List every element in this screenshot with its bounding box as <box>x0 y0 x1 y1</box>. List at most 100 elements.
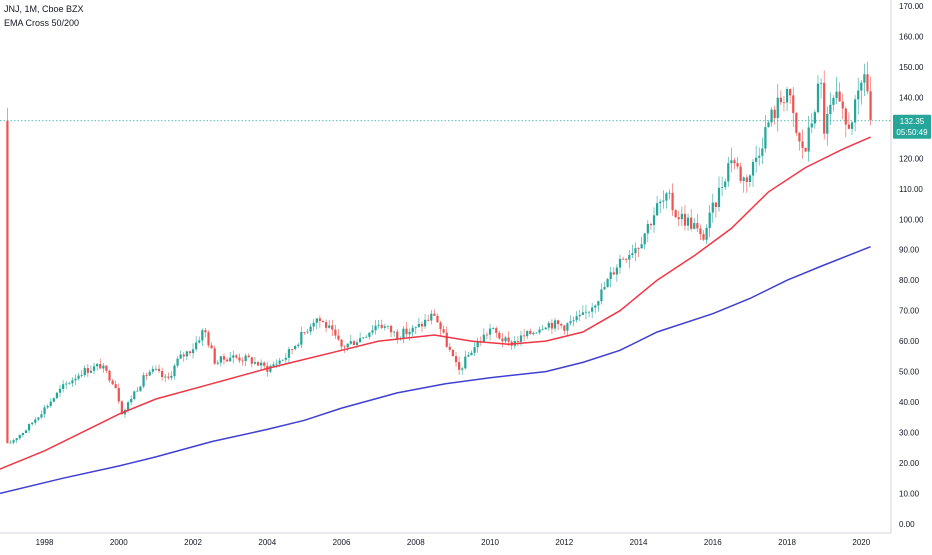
candle <box>714 201 718 218</box>
price-tick-label: 30.00 <box>899 428 920 437</box>
candle <box>55 392 59 400</box>
candle <box>501 332 504 348</box>
price-tick-label: 10.00 <box>899 489 920 498</box>
candle <box>621 256 625 260</box>
candle <box>89 365 93 374</box>
time-tick-label: 2012 <box>555 538 573 547</box>
candle <box>58 385 62 397</box>
candle <box>754 145 758 173</box>
candle <box>315 318 318 330</box>
candle <box>594 304 597 314</box>
candle <box>603 281 606 290</box>
candle <box>637 247 640 258</box>
candle <box>789 88 792 105</box>
candle <box>111 379 114 386</box>
candle <box>461 367 464 375</box>
candle <box>547 321 550 331</box>
symbol-legend[interactable]: JNJ, 1M, Cboe BZX <box>4 4 84 14</box>
candle <box>801 129 804 159</box>
candle <box>188 350 192 356</box>
candle <box>457 356 461 375</box>
candle <box>646 220 649 243</box>
price-tag-box <box>893 114 931 139</box>
candle <box>108 369 111 383</box>
candle <box>498 330 501 340</box>
candle <box>606 278 609 288</box>
indicator-legend[interactable]: EMA Cross 50/200 <box>4 18 80 28</box>
candle <box>80 370 83 378</box>
candle <box>643 232 646 250</box>
candle <box>120 399 124 415</box>
candle <box>207 330 210 348</box>
price-tick-label: 20.00 <box>899 459 920 468</box>
candle <box>442 325 445 334</box>
candle <box>535 332 538 334</box>
candle <box>281 359 284 362</box>
candle <box>405 322 408 338</box>
candle <box>219 356 223 367</box>
candle <box>179 350 182 359</box>
candle <box>591 302 594 319</box>
time-tick-label: 1998 <box>36 538 54 547</box>
candle <box>297 342 300 348</box>
candle <box>40 410 43 419</box>
candle <box>798 131 801 151</box>
candle <box>408 328 411 341</box>
candle <box>860 80 863 105</box>
candle <box>170 371 173 381</box>
candle <box>358 332 362 343</box>
candle <box>779 90 782 106</box>
candle <box>693 217 696 230</box>
candle <box>420 321 424 333</box>
candle <box>9 439 12 444</box>
candle <box>711 193 714 223</box>
candle <box>334 324 337 339</box>
candle <box>597 300 600 312</box>
candle <box>49 398 52 408</box>
candle <box>222 353 226 365</box>
candle <box>823 70 826 140</box>
price-axis-labels: 0.00 10.00 20.00 30.00 40.00 50.00 60.00 70.00 8… <box>899 2 924 529</box>
candle <box>83 365 86 378</box>
candle <box>727 156 730 187</box>
candle <box>173 363 176 380</box>
price-tick-label: 140.00 <box>899 93 924 102</box>
candle <box>686 213 690 232</box>
candle <box>430 309 433 325</box>
candle <box>841 93 844 119</box>
candle <box>436 313 439 323</box>
candle <box>303 332 306 335</box>
time-axis-labels: 1998 2000 2002 2004 2006 2008 2010 2012 2014 2016… <box>36 538 871 547</box>
price-tick-label: 120.00 <box>899 154 924 163</box>
candle <box>65 381 68 389</box>
candle <box>439 321 442 336</box>
candle <box>665 191 668 209</box>
time-tick-label: 2014 <box>630 538 648 547</box>
candle <box>618 254 622 274</box>
candle <box>31 422 34 426</box>
candle <box>699 224 702 240</box>
candle <box>328 319 331 329</box>
candle <box>541 324 544 331</box>
candle <box>318 315 322 328</box>
candle <box>386 325 390 330</box>
candle <box>71 377 74 387</box>
candle <box>566 322 569 336</box>
candle <box>86 364 89 378</box>
candle <box>263 361 266 369</box>
candle <box>529 328 532 335</box>
candle <box>826 106 829 146</box>
candle <box>201 328 204 346</box>
candle <box>306 328 309 334</box>
candle <box>259 359 263 370</box>
candle <box>720 176 724 197</box>
candle <box>575 311 578 323</box>
candle <box>312 318 315 331</box>
candle <box>634 242 637 261</box>
ema-50-line <box>0 136 871 470</box>
candle <box>563 325 566 335</box>
candle <box>674 209 677 219</box>
candle <box>782 96 786 112</box>
